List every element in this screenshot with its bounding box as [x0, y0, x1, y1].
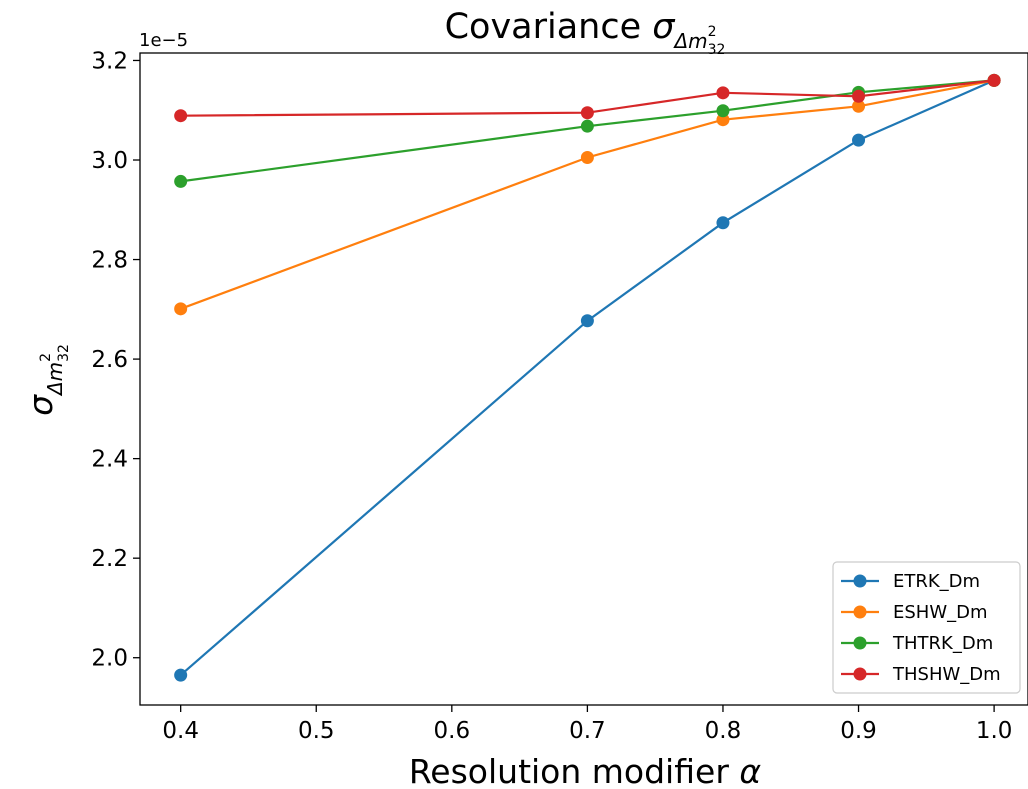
y-tick-label: 2.6: [91, 347, 128, 373]
data-point-thtrk-dm: [174, 174, 188, 188]
x-tick-label: 0.7: [569, 718, 606, 744]
data-point-etrk-dm: [852, 133, 866, 147]
data-point-eshw-dm: [716, 113, 730, 127]
legend-box: [832, 561, 1021, 694]
x-axis-label: Resolution modifier α: [409, 752, 762, 789]
y-tick-label: 2.8: [91, 248, 128, 274]
legend-label: ESHW_Dm: [893, 602, 988, 623]
data-point-eshw-dm: [580, 151, 594, 165]
y-axis-label-subscript: Δm: [43, 362, 67, 397]
chart-title-sub-subscript: 32: [708, 42, 726, 58]
x-tick-label: 0.9: [840, 718, 877, 744]
legend-item: THSHW_Dm: [841, 664, 1001, 685]
y-axis-label-symbol: σ: [21, 394, 60, 416]
x-tick-label: 1.0: [976, 718, 1013, 744]
data-point-eshw-dm: [852, 99, 866, 113]
y-tick-label: 2.4: [91, 447, 128, 473]
data-point-thshw-dm: [716, 86, 730, 100]
legend-marker: [853, 574, 867, 588]
data-point-thshw-dm: [174, 109, 188, 123]
legend: ETRK_Dm ESHW_Dm THTRK_Dm THSHW_Dm: [832, 561, 1021, 694]
x-tick-label: 0.4: [162, 718, 199, 744]
legend-label: THTRK_Dm: [892, 633, 993, 654]
chart-title-prefix: Covariance: [445, 7, 653, 47]
data-point-eshw-dm: [174, 302, 188, 316]
axis-ticks: 0.4 0.5 0.6 0.7 0.8 0.9 1.0 2.0 2.2 2.4 2.6 2.8 3.0 3…: [91, 48, 1012, 744]
x-tick-label: 0.8: [705, 718, 742, 744]
y-tick-label: 2.2: [91, 546, 128, 572]
y-axis-label-sub-superscript: 2: [38, 353, 54, 362]
x-tick-label: 0.6: [434, 718, 471, 744]
plot-frame: [139, 52, 1028, 706]
legend-item: THTRK_Dm: [841, 633, 993, 654]
data-point-etrk-dm: [580, 314, 594, 328]
data-point-thshw-dm: [580, 106, 594, 120]
data-point-thshw-dm: [852, 89, 866, 103]
legend-marker: [853, 636, 867, 650]
legend-marker: [853, 667, 867, 681]
legend-label: THSHW_Dm: [892, 664, 1001, 685]
data-point-thtrk-dm: [580, 119, 594, 133]
chart-title-sub-superscript: 2: [708, 24, 717, 40]
y-tick-label: 3.0: [91, 148, 128, 174]
series-etrk-dm: [174, 73, 1001, 682]
y-offset-label: 1e−5: [139, 30, 188, 51]
x-axis-label-symbol: α: [739, 752, 761, 789]
data-point-etrk-dm: [174, 668, 188, 682]
legend-marker: [853, 605, 867, 619]
chart-title: Covariance σΔm2 32: [445, 7, 726, 58]
y-tick-label: 3.2: [91, 48, 128, 74]
series-layer: [174, 73, 1001, 682]
legend-label: ETRK_Dm: [893, 571, 980, 592]
series-thshw-dm: [174, 73, 1001, 123]
data-point-etrk-dm: [716, 216, 730, 230]
data-point-thtrk-dm: [716, 104, 730, 118]
y-axis-label-sub-subscript: 32: [56, 344, 72, 362]
y-axis-label: σΔm2 32: [21, 344, 72, 416]
legend-item: ESHW_Dm: [841, 602, 988, 623]
legend-item: ETRK_Dm: [841, 571, 980, 592]
chart-title-subscript: Δm: [672, 29, 707, 53]
chart-title-symbol: σ: [652, 7, 676, 47]
y-tick-label: 2.0: [91, 646, 128, 672]
x-axis-label-text: Resolution modifier: [409, 752, 740, 789]
data-point-thshw-dm: [987, 73, 1001, 87]
x-tick-label: 0.5: [298, 718, 335, 744]
